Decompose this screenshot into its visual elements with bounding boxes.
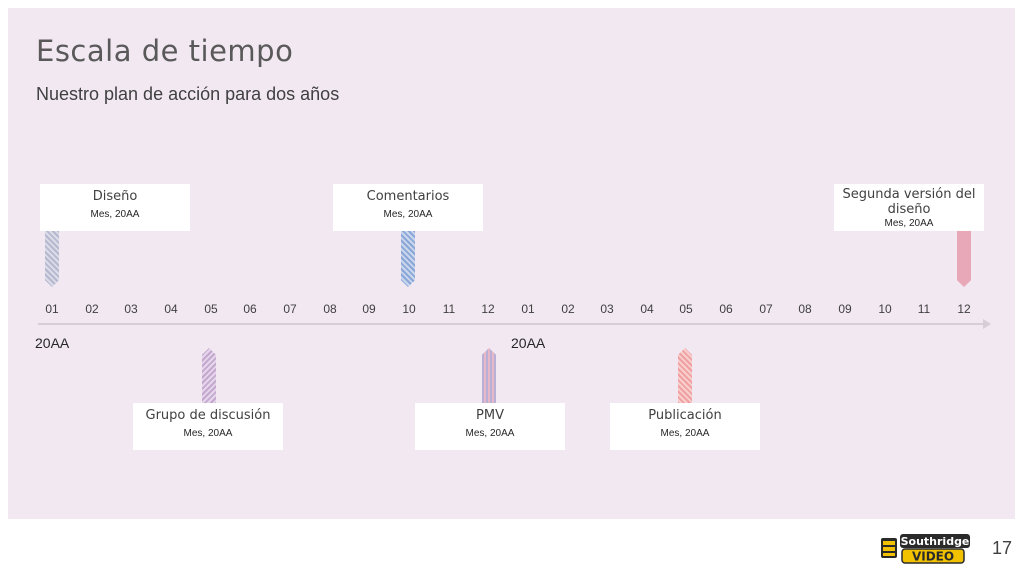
month-label: 09 bbox=[362, 302, 376, 316]
milestone-date: Mes, 20AA bbox=[90, 209, 140, 220]
milestone-title: Comentarios bbox=[366, 189, 450, 204]
month-label: 12 bbox=[481, 302, 495, 316]
timeline-axis bbox=[38, 323, 984, 325]
southridge-video-logo: Southridge VIDEO bbox=[881, 534, 970, 564]
milestone-marker-pmv bbox=[482, 348, 496, 404]
month-label: 08 bbox=[323, 302, 337, 316]
milestone-title: Grupo de discusión bbox=[145, 408, 271, 423]
year-label: 20AA bbox=[35, 335, 70, 351]
milestone-marker-segunda bbox=[957, 231, 971, 287]
milestone-title: PMV bbox=[476, 408, 504, 423]
milestone-card-diseno: Diseño Mes, 20AA bbox=[40, 184, 190, 231]
month-label: 09 bbox=[838, 302, 852, 316]
month-label: 10 bbox=[402, 302, 416, 316]
month-label: 06 bbox=[719, 302, 733, 316]
milestone-card-grupo: Grupo de discusión Mes, 20AA bbox=[133, 403, 283, 450]
month-label: 12 bbox=[957, 302, 971, 316]
month-label: 06 bbox=[243, 302, 257, 316]
month-label: 04 bbox=[640, 302, 654, 316]
milestone-date: Mes, 20AA bbox=[183, 428, 233, 439]
month-label: 03 bbox=[124, 302, 138, 316]
milestone-marker-publicacion bbox=[678, 348, 692, 404]
month-label: 11 bbox=[442, 302, 456, 316]
month-label: 10 bbox=[878, 302, 892, 316]
milestone-date: Mes, 20AA bbox=[465, 428, 515, 439]
page-number: 17 bbox=[992, 538, 1013, 558]
milestone-marker-grupo bbox=[202, 348, 216, 404]
milestone-marker-diseno bbox=[45, 231, 59, 287]
year-label: 20AA bbox=[511, 335, 546, 351]
month-label: 02 bbox=[561, 302, 575, 316]
month-label: 11 bbox=[917, 302, 931, 316]
milestone-title: Diseño bbox=[92, 189, 138, 204]
milestone-card-pmv: PMV Mes, 20AA bbox=[415, 403, 565, 450]
slide-title: Escala de tiempo bbox=[36, 34, 294, 68]
svg-text:VIDEO: VIDEO bbox=[912, 550, 954, 564]
timeline-arrow-icon bbox=[983, 319, 991, 329]
milestone-date: Mes, 20AA bbox=[884, 218, 934, 229]
slide-subtitle: Nuestro plan de acción para dos años bbox=[36, 84, 340, 104]
month-label: 07 bbox=[283, 302, 297, 316]
month-label: 05 bbox=[204, 302, 218, 316]
month-label: 02 bbox=[85, 302, 99, 316]
milestone-marker-comentarios bbox=[401, 231, 415, 287]
milestone-date: Mes, 20AA bbox=[660, 428, 710, 439]
month-label: 08 bbox=[798, 302, 812, 316]
month-label: 05 bbox=[679, 302, 693, 316]
milestone-card-comentarios: Comentarios Mes, 20AA bbox=[333, 184, 483, 231]
month-label: 01 bbox=[45, 302, 59, 316]
milestone-title: Segunda versión del diseño bbox=[842, 187, 976, 217]
milestone-title: Publicación bbox=[648, 408, 722, 423]
month-label: 01 bbox=[521, 302, 535, 316]
month-label: 03 bbox=[600, 302, 614, 316]
milestone-date: Mes, 20AA bbox=[383, 209, 433, 220]
month-label: 04 bbox=[164, 302, 178, 316]
month-label: 07 bbox=[759, 302, 773, 316]
svg-text:Southridge: Southridge bbox=[901, 535, 970, 548]
milestone-card-publicacion: Publicación Mes, 20AA bbox=[610, 403, 760, 450]
milestone-card-segunda: Segunda versión del diseño Mes, 20AA bbox=[834, 184, 984, 231]
